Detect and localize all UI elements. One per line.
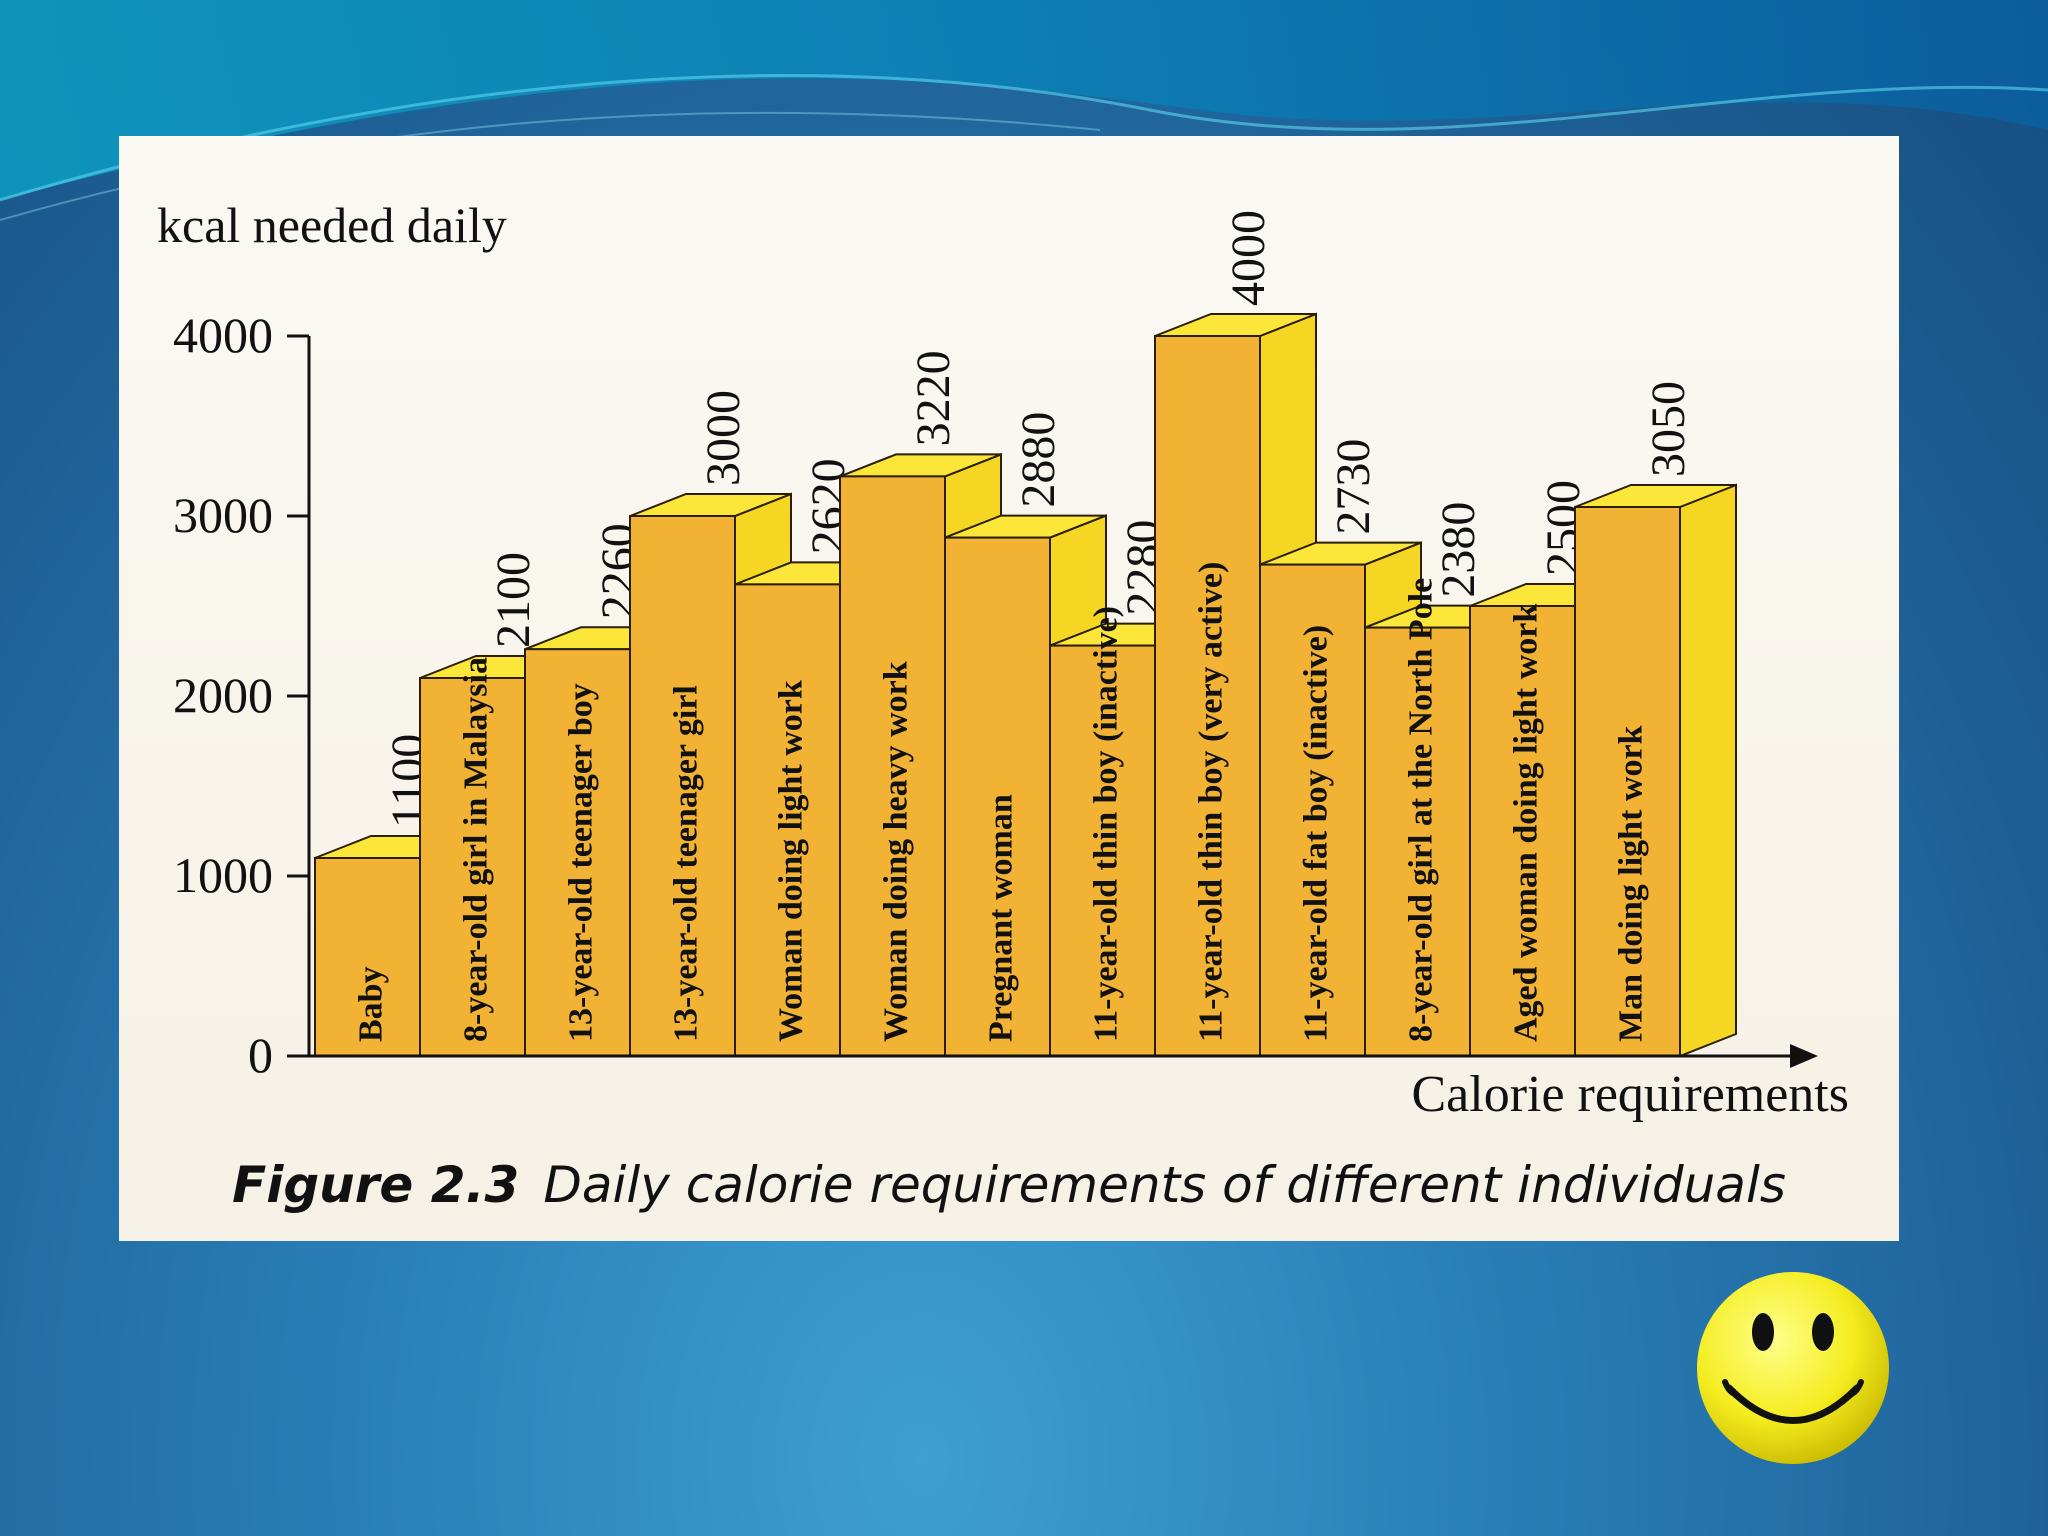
y-tick-label: 3000 — [173, 487, 273, 543]
figure-caption-text: Daily calorie requirements of different … — [543, 1156, 1786, 1214]
x-axis-arrow — [1790, 1044, 1818, 1068]
category-label: 8-year-old girl at the North Pole — [1403, 578, 1440, 1042]
bar-side — [1679, 483, 1737, 1058]
category-label: Pregnant woman — [983, 794, 1020, 1042]
bar — [944, 536, 1051, 1058]
data-label: 2380 — [1432, 502, 1485, 598]
data-label: 2730 — [1327, 439, 1380, 535]
figure-caption: Figure 2.3 Daily calorie requirements of … — [119, 1156, 1899, 1214]
category-label: 11-year-old fat boy (inactive) — [1298, 625, 1335, 1042]
category-label: 13-year-old teenager girl — [668, 685, 705, 1042]
data-label: 4000 — [1222, 210, 1275, 306]
category-label: 8-year-old girl in Malaysia — [458, 657, 495, 1042]
y-tick-label: 1000 — [173, 847, 273, 903]
data-label: 3050 — [1642, 381, 1695, 477]
bar — [734, 583, 841, 1057]
category-label: Aged woman doing light work — [1508, 604, 1545, 1042]
data-label: 2100 — [487, 552, 540, 648]
bar — [1049, 644, 1156, 1057]
y-tick-label: 2000 — [173, 667, 273, 723]
category-label: 13-year-old teenager boy — [563, 683, 600, 1042]
top-wave-band — [0, 0, 2048, 200]
data-label: 3220 — [907, 350, 960, 446]
bar — [1469, 605, 1576, 1057]
x-axis-label: Calorie requirements — [1411, 1066, 1849, 1123]
bar — [1154, 335, 1261, 1057]
figure-number: Figure 2.3 — [232, 1156, 520, 1214]
y-axis-label: kcal needed daily — [157, 197, 507, 253]
y-tick-label: 4000 — [173, 307, 273, 363]
category-label: Woman doing light work — [773, 680, 810, 1042]
category-label: 11-year-old thin boy (inactive) — [1088, 606, 1125, 1042]
bar-chart: kcal needed daily 0 1000 2000 3000 4000 Baby 11… — [157, 197, 1849, 1123]
top-wave-line — [0, 74, 2048, 202]
figure-panel: kcal needed daily 0 1000 2000 3000 4000 Baby 11… — [119, 136, 1899, 1241]
bar — [839, 475, 946, 1057]
data-label: 3000 — [697, 390, 750, 486]
smiley-face-icon — [1697, 1272, 1889, 1464]
category-label: Woman doing heavy work — [878, 661, 915, 1042]
category-label: Baby — [353, 966, 390, 1042]
bar — [1259, 563, 1366, 1057]
category-label: 11-year-old thin boy (very active) — [1193, 562, 1230, 1042]
category-label: Man doing light work — [1613, 725, 1650, 1042]
y-tick-label: 0 — [248, 1027, 273, 1083]
data-label: 2880 — [1012, 412, 1065, 508]
